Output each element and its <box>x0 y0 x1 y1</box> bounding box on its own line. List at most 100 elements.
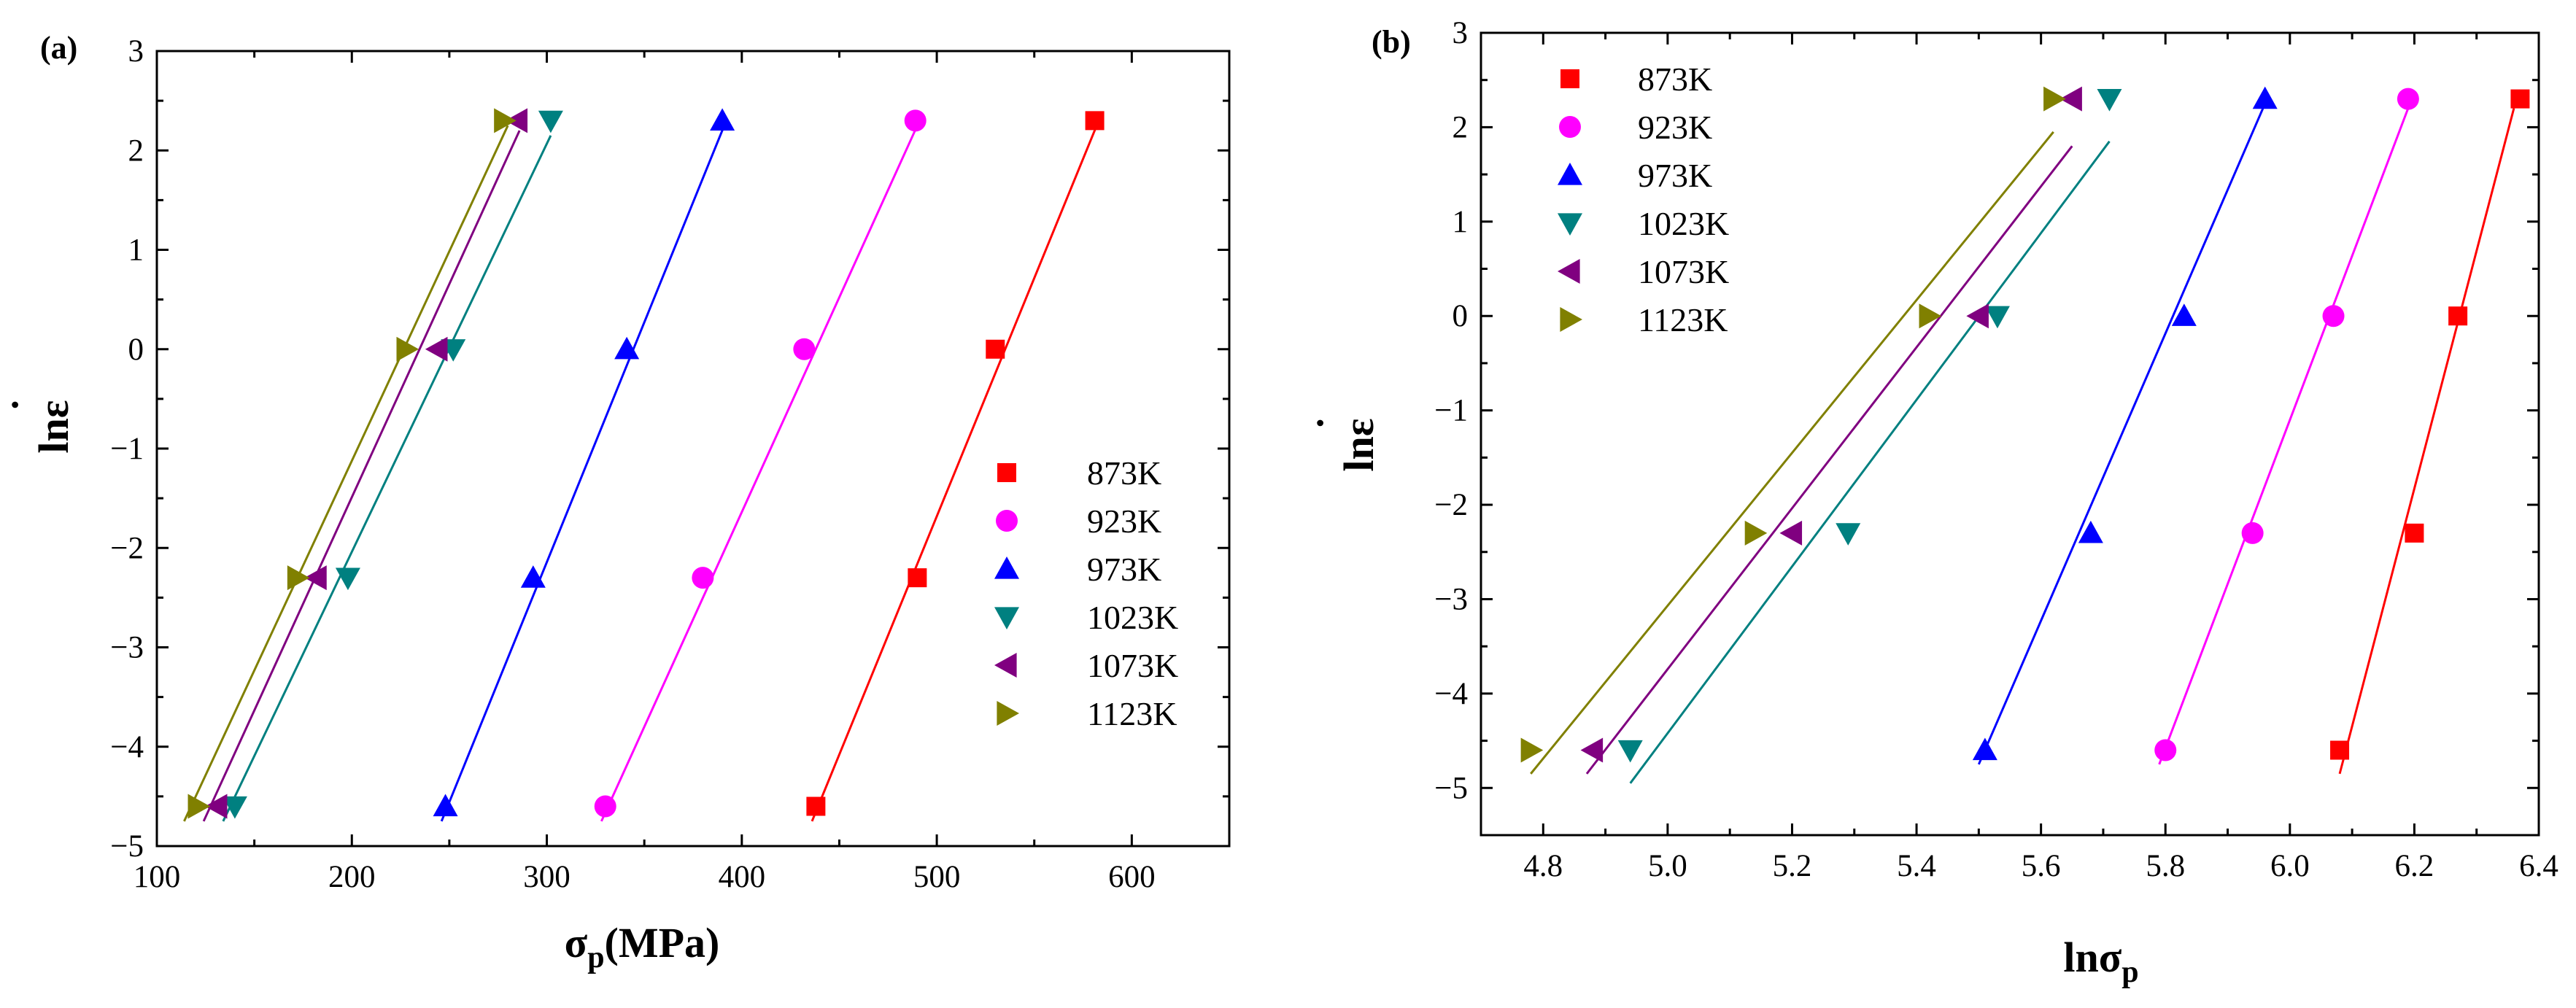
panel-b-y-tick-label: 1 <box>1453 205 1469 239</box>
panel-a-x-tick-label: 200 <box>328 860 376 894</box>
panel-a-plot-frame <box>155 50 1231 848</box>
panel-a-series-923k <box>594 109 927 822</box>
panel-b-series-873k-fit-line <box>2338 108 2515 775</box>
panel-b-series-1023k-fit-line <box>1629 140 2111 784</box>
panel-b-y-tick-label: −4 <box>1434 677 1468 711</box>
panel-b-legend-marker-923k <box>1559 116 1581 138</box>
panel-a-series-1023k-point <box>538 110 563 133</box>
panel-b-series-923k-point <box>2154 739 2177 761</box>
panel-b-legend-label-1023k: 1023K <box>1638 205 1729 242</box>
panel-b-x-tick-label: 5.2 <box>1773 849 1812 883</box>
panel-b-series-1073k-fit-line <box>1585 145 2073 775</box>
panel-a-series-1073k-point <box>304 565 327 591</box>
panel-b: (b) 4.8 5.0 5.2 5.4 5.6 5.8 6.0 6.2 6.4 −5 −4 −3 −2 −… <box>1309 16 2558 989</box>
panel-b-x-tick-label: 4.8 <box>1523 849 1563 883</box>
panel-a-y-axis-label: lnε <box>30 400 77 453</box>
panel-b-series-1073k-point <box>2059 86 2082 112</box>
panel-a-series-873k-point <box>908 568 927 588</box>
panel-b-series-873k-point <box>2405 523 2424 543</box>
panel-a-x-tick-label: 500 <box>913 860 961 894</box>
panel-b-series-1023k-point <box>1617 740 1643 763</box>
panel-a-series-1123k-fit-line <box>183 125 509 822</box>
panel-b-series-1123k <box>1520 86 2066 775</box>
panel-b-y-axis-dot: ˙ <box>1309 416 1356 430</box>
panel-b-legend-label-1123k: 1123K <box>1638 301 1728 338</box>
panel-a-series-1023k <box>222 110 563 822</box>
panel-b-series-1123k-fit-line <box>1530 131 2054 775</box>
panel-a-series-973k-fit-line <box>440 125 726 822</box>
panel-b-series-973k <box>1972 86 2278 765</box>
panel-a-y-tick-label: −1 <box>110 432 144 466</box>
panel-b-legend-label-1073k: 1073K <box>1638 253 1729 290</box>
panel-a-y-axis-title: lnε ˙ <box>4 398 77 453</box>
panel-b-y-tick-label: 3 <box>1453 16 1469 50</box>
panel-a: (a) 100 200 300 400 500 600 −5 −4 −3 −2 −1 0 1 2 3 873K… <box>4 30 1231 974</box>
panel-b-y-tick-label: −1 <box>1434 394 1468 428</box>
panel-b-x-tick-label: 5.6 <box>2022 849 2061 883</box>
panel-a-series-1123k-point <box>287 565 310 591</box>
panel-a-series-923k-fit-line <box>600 125 918 822</box>
panel-b-legend-marker-973k <box>1558 163 1582 185</box>
panel-a-series-1073k <box>202 108 528 822</box>
panel-b-series-1123k-point <box>2043 86 2066 112</box>
panel-b-series-973k-point <box>2252 86 2278 109</box>
panel-a-y-tick-label: 1 <box>128 233 144 268</box>
panel-a-y-tick-label: −4 <box>110 730 144 764</box>
panel-a-y-tick-label: 0 <box>128 333 144 367</box>
panel-b-series-1073k-point <box>1580 737 1604 763</box>
panel-b-series-1073k <box>1580 86 2082 775</box>
panel-b-series-923k-point <box>2241 522 2264 544</box>
panel-b-legend-label-873k: 873K <box>1638 61 1712 98</box>
panel-b-series-1023k-point <box>2097 88 2122 112</box>
panel-b-legend-marker-873k <box>1560 69 1579 88</box>
panel-a-series-1073k-point <box>505 108 528 133</box>
panel-b-y-axis-title: lnε ˙ <box>1309 416 1382 471</box>
panel-b-series-973k-point <box>1972 737 1997 761</box>
panel-b-y-tick-label: −3 <box>1434 582 1468 616</box>
panel-a-series-973k-point <box>710 108 735 131</box>
panel-a-legend-marker-1073k <box>994 653 1017 678</box>
panel-a-series-1123k <box>183 108 517 822</box>
panel-a-x-tick-label: 300 <box>523 860 570 894</box>
panel-b-x-tick-label: 6.4 <box>2519 849 2558 883</box>
panel-b-series-1073k-point <box>1966 303 1989 329</box>
panel-a-y-tick-label: −5 <box>110 829 144 864</box>
panel-b-series-1123k-point <box>1744 520 1768 546</box>
panel-a-legend-marker-973k <box>994 557 1019 579</box>
panel-a-legend-label-973k: 973K <box>1087 551 1161 588</box>
panel-a-series-873k-fit-line <box>811 125 1098 822</box>
panel-b-series-1123k-point <box>1520 737 1544 763</box>
panel-a-series-873k-point <box>806 796 826 816</box>
panel-b-series-923k-point <box>2397 88 2419 110</box>
panel-a-legend-label-1123k: 1123K <box>1087 695 1177 732</box>
panel-a-series-973k-point <box>520 565 546 588</box>
panel-b-series-873k-point <box>2510 89 2530 109</box>
panel-a-x-tick-label: 400 <box>719 860 766 894</box>
panel-a-legend-label-1073k: 1073K <box>1087 647 1178 684</box>
panel-a-series-973k-point <box>433 794 458 817</box>
panel-a-series-1073k-point <box>204 794 228 819</box>
plot-b-area: 4.8 5.0 5.2 5.4 5.6 5.8 6.0 6.2 6.4 −5 −4 −3 −2 −1 0 1 2… <box>1434 16 2558 883</box>
panel-b-legend-marker-1073k <box>1558 259 1580 284</box>
panel-b-x-axis-title: lnσp <box>2063 934 2138 989</box>
panel-a-series-923k-point <box>594 795 616 818</box>
panel-a-series-1123k-point <box>494 108 517 133</box>
panel-b-series-1123k-point <box>1919 303 1942 329</box>
panel-a-y-tick-label: 2 <box>128 133 144 168</box>
panel-b-series-973k-fit-line <box>1977 103 2267 765</box>
panel-b-series-923k <box>2154 88 2419 765</box>
panel-a-series-973k <box>433 108 735 822</box>
panel-a-legend-marker-923k <box>996 510 1018 532</box>
panel-b-legend-marker-1023k <box>1558 213 1582 236</box>
panel-a-y-tick-label: 3 <box>128 34 144 69</box>
panel-b-series-923k-point <box>2322 305 2345 327</box>
panel-a-y-tick-label: −3 <box>110 631 144 665</box>
panel-b-series-1023k-point <box>1984 306 2010 329</box>
panel-b-legend-label-923k: 923K <box>1638 109 1712 146</box>
panel-b-series-1023k-point <box>1836 523 1861 546</box>
panel-a-y-tick-label: −2 <box>110 531 144 565</box>
panel-a-series-923k-point <box>904 109 927 132</box>
panel-a-series-1123k-point <box>187 794 211 819</box>
panel-b-legend-label-973k: 973K <box>1638 157 1712 194</box>
